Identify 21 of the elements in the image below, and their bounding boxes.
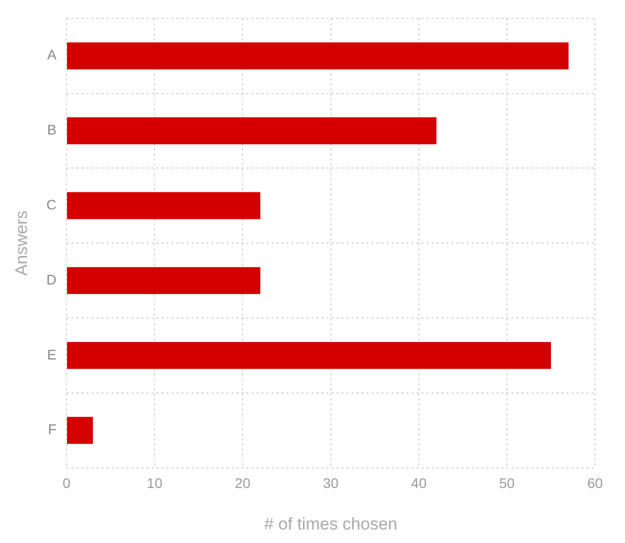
y-axis-title: Answers xyxy=(12,210,31,276)
x-axis-title: # of times chosen xyxy=(264,514,398,534)
bar xyxy=(67,192,260,220)
y-tick-label: C xyxy=(46,196,57,213)
x-tick-label: 0 xyxy=(62,475,71,492)
bar xyxy=(67,342,551,369)
y-tick-label: E xyxy=(47,346,57,362)
x-tick-label: 40 xyxy=(411,475,427,492)
bar xyxy=(67,42,569,70)
x-tick-label: 50 xyxy=(499,475,515,492)
x-tick-label: 60 xyxy=(587,475,603,492)
x-tick-label: 10 xyxy=(146,475,163,492)
bar xyxy=(67,416,93,444)
x-tick-label: 30 xyxy=(322,475,339,492)
x-tick-label: 20 xyxy=(234,475,251,492)
y-tick-label: D xyxy=(46,271,57,288)
bar xyxy=(67,267,260,294)
y-tick-label: F xyxy=(48,421,57,438)
y-tick-label: B xyxy=(47,122,57,138)
y-tick-label: A xyxy=(47,46,58,63)
bar xyxy=(67,117,436,144)
